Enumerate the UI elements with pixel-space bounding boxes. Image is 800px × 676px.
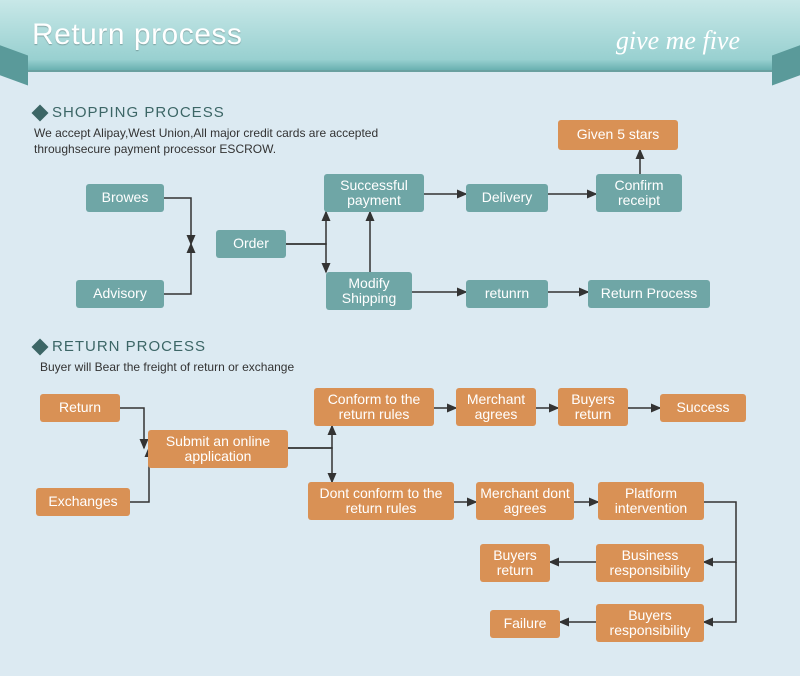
section-return-head: RETURN PROCESS	[34, 338, 206, 355]
node-merchant_dont: Merchant dont agrees	[476, 482, 574, 520]
page-title: Return process	[32, 18, 242, 52]
node-return_process: Return Process	[588, 280, 710, 308]
section-return-title: RETURN PROCESS	[52, 338, 206, 355]
node-advisory: Advisory	[76, 280, 164, 308]
node-buyers_resp: Buyers responsibility	[596, 604, 704, 642]
diamond-icon	[32, 104, 49, 121]
section-shopping-title: SHOPPING PROCESS	[52, 104, 225, 121]
node-submit_app: Submit an online application	[148, 430, 288, 468]
node-success: Success	[660, 394, 746, 422]
node-business_resp: Business responsibility	[596, 544, 704, 582]
node-platform: Platform intervention	[598, 482, 704, 520]
header-band: Return process give me five	[0, 0, 800, 72]
section-shopping-head: SHOPPING PROCESS	[34, 104, 225, 121]
node-buyers_return1: Buyers return	[558, 388, 628, 426]
node-modify_shipping: Modify Shipping	[326, 272, 412, 310]
node-exchanges: Exchanges	[36, 488, 130, 516]
node-failure: Failure	[490, 610, 560, 638]
node-order: Order	[216, 230, 286, 258]
node-merchant_agrees: Merchant agrees	[456, 388, 536, 426]
node-successful_payment: Successful payment	[324, 174, 424, 212]
node-return: Return	[40, 394, 120, 422]
node-confirm_receipt: Confirm receipt	[596, 174, 682, 212]
section-return-sub: Buyer will Bear the freight of return or…	[40, 360, 294, 376]
node-dont_conform: Dont conform to the return rules	[308, 482, 454, 520]
node-retunrn: retunrn	[466, 280, 548, 308]
node-conform: Conform to the return rules	[314, 388, 434, 426]
node-given5: Given 5 stars	[558, 120, 678, 150]
node-buyers_return2: Buyers return	[480, 544, 550, 582]
diamond-icon	[32, 338, 49, 355]
section-shopping-sub: We accept Alipay,West Union,All major cr…	[34, 126, 454, 157]
node-browes: Browes	[86, 184, 164, 212]
header-script: give me five	[616, 26, 740, 56]
node-delivery: Delivery	[466, 184, 548, 212]
